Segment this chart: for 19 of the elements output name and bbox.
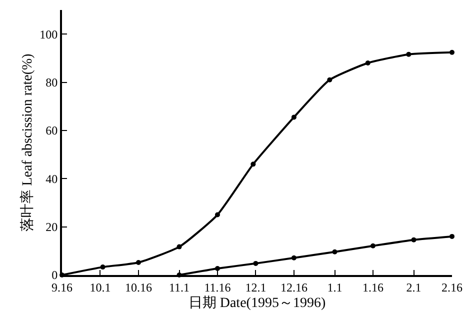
- x-tick-label: 1.16: [362, 280, 384, 294]
- y-tick-label: 60: [46, 124, 58, 138]
- x-tick-label: 1.1: [327, 280, 342, 294]
- y-tick-label: 80: [46, 75, 58, 90]
- y-axis-title: 落叶率 Leaf abscission rate(%): [20, 53, 36, 232]
- x-tick-label: 11.16: [204, 280, 231, 294]
- y-tick-label: 20: [46, 220, 58, 234]
- x-tick-label: 12.1: [245, 280, 266, 294]
- x-tick-label: 10.16: [124, 280, 152, 294]
- y-tick-label: 100: [40, 27, 58, 42]
- x-axis-title: 日期 Date(1995～1996): [188, 295, 326, 312]
- x-tick-label: 12.16: [280, 280, 308, 294]
- x-tick-label: 10.1: [90, 280, 111, 294]
- y-tick-label: 40: [46, 172, 58, 186]
- x-tick-label: 2.1: [406, 280, 422, 294]
- x-tick-label: 2.16: [442, 280, 462, 294]
- y-tick-label: 0: [52, 268, 58, 282]
- x-tick-label: 11.1: [168, 280, 190, 294]
- x-tick-label: 9.16: [52, 280, 72, 294]
